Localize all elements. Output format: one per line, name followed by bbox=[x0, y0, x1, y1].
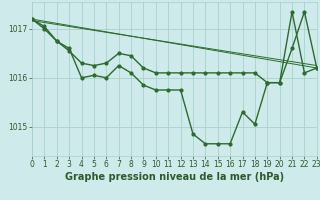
X-axis label: Graphe pression niveau de la mer (hPa): Graphe pression niveau de la mer (hPa) bbox=[65, 172, 284, 182]
